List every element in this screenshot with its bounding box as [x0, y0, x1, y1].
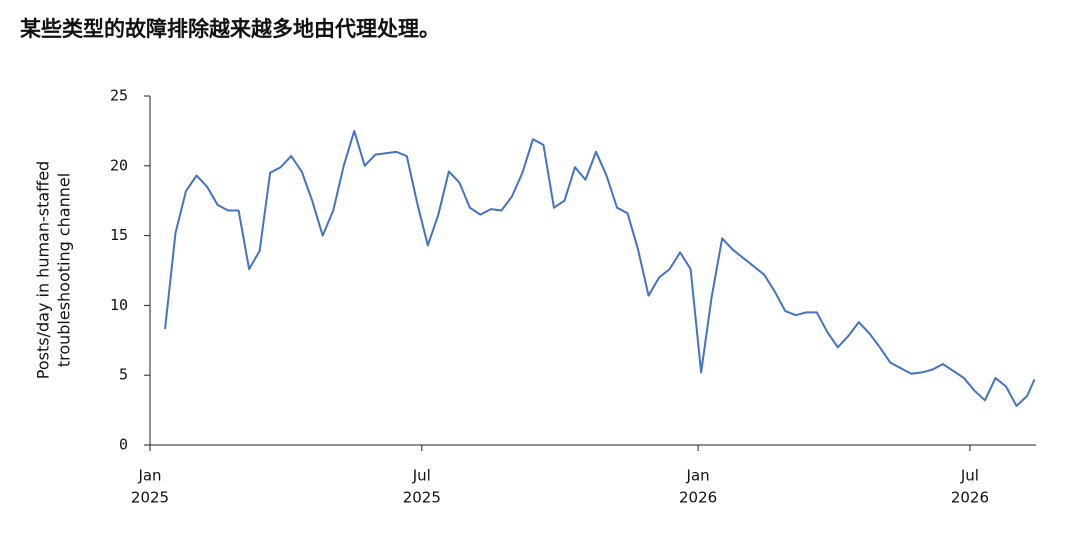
x-tick-label: Jul [412, 467, 431, 485]
y-tick-label: 5 [119, 366, 128, 384]
y-tick-label: 20 [110, 156, 128, 174]
y-label-line: Posts/day in human-staffed [34, 161, 53, 379]
x-tick-label: Jul [960, 467, 979, 485]
x-tick-label: 2025 [403, 489, 441, 507]
x-tick-label: 2025 [131, 489, 169, 507]
x-tick-label: Jan [137, 467, 161, 485]
y-axis-label: Posts/day in human-staffed troubleshooti… [34, 161, 74, 379]
y-label-line: troubleshooting channel [55, 173, 74, 367]
y-tick-label: 0 [119, 436, 128, 454]
x-tick-label: 2026 [679, 489, 717, 507]
y-tick-label: 10 [110, 296, 128, 314]
x-tick-label: 2026 [951, 489, 989, 507]
line-series [164, 129, 1036, 407]
y-tick-label: 25 [110, 87, 128, 105]
chart-title: 某些类型的故障排除越来越多地由代理处理。 [20, 17, 440, 41]
y-tick-label: 15 [110, 226, 128, 244]
x-tick-label: Jan [686, 467, 710, 485]
